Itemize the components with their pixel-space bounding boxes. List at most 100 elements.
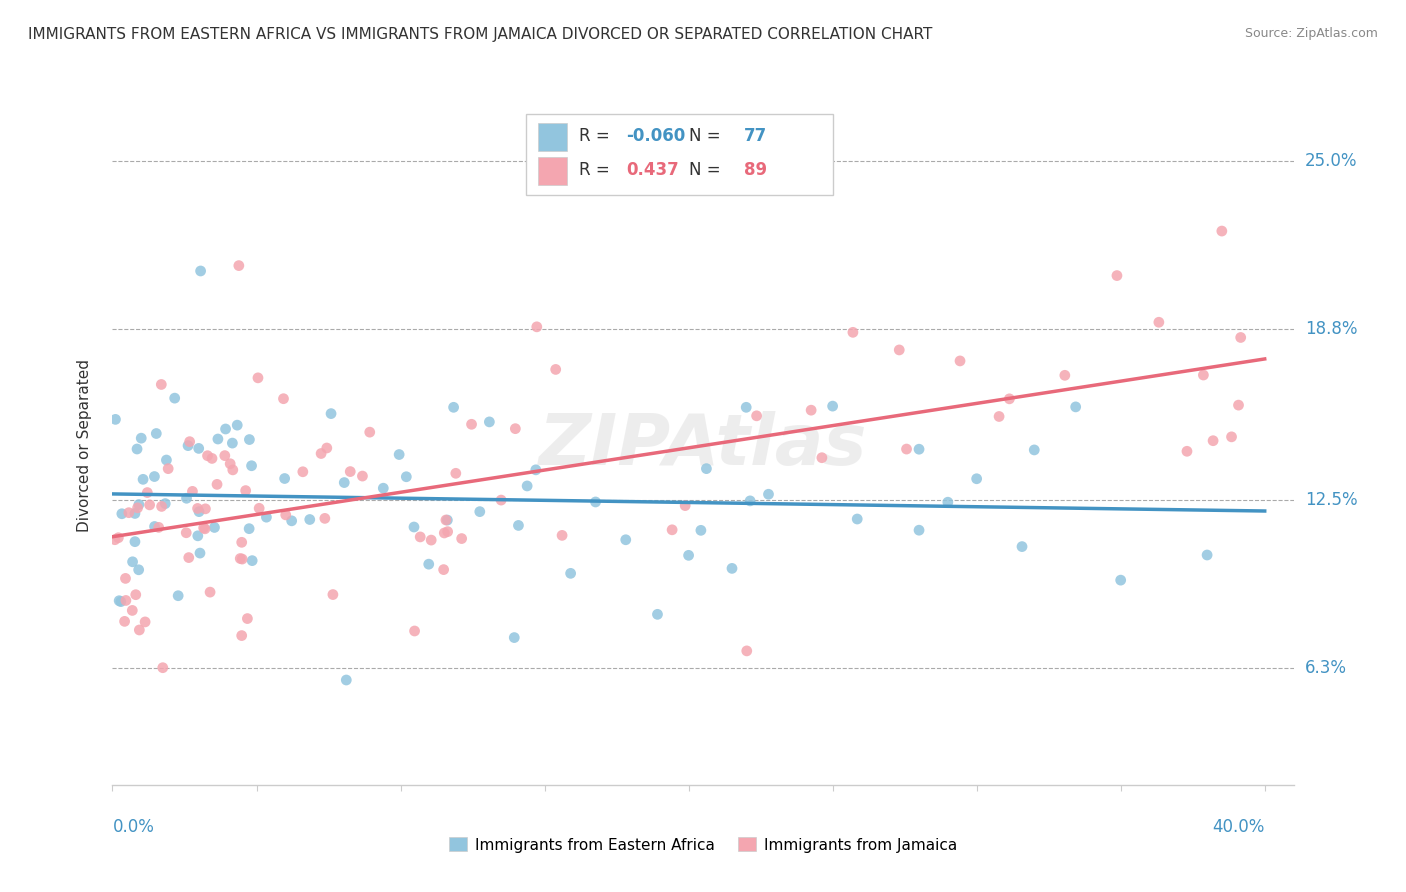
Point (1229, 330, 1251, 344)
Text: 18.8%: 18.8% (1305, 320, 1357, 338)
Point (157, 461, 180, 475)
Point (690, 524, 713, 538)
Point (468, 505, 491, 519)
Text: R =: R = (579, 161, 614, 179)
Point (949, 354, 972, 368)
Point (1011, 540, 1033, 554)
Point (1211, 224, 1233, 238)
Point (204, 520, 226, 534)
Point (222, 463, 245, 477)
Point (516, 479, 538, 493)
Point (198, 585, 221, 599)
Point (235, 483, 257, 498)
Legend: Immigrants from Eastern Africa, Immigrants from Jamaica: Immigrants from Eastern Africa, Immigran… (443, 831, 963, 859)
Point (226, 418, 249, 433)
Point (758, 487, 780, 501)
Point (150, 500, 173, 514)
Point (444, 467, 467, 481)
Point (908, 442, 931, 457)
Point (127, 500, 149, 515)
Point (228, 259, 250, 273)
Point (551, 528, 574, 542)
Text: 77: 77 (744, 128, 768, 145)
Point (936, 495, 959, 509)
Point (335, 673, 357, 687)
Point (194, 522, 217, 536)
Point (661, 523, 683, 537)
Point (118, 506, 141, 520)
Point (150, 377, 173, 392)
Text: 0.0%: 0.0% (112, 817, 155, 836)
Point (811, 450, 834, 465)
Point (229, 551, 252, 566)
Point (333, 475, 356, 490)
Point (115, 593, 138, 607)
Point (503, 631, 526, 645)
Point (889, 343, 911, 357)
Point (395, 469, 418, 483)
Point (193, 521, 215, 535)
Point (433, 526, 456, 541)
Point (128, 498, 150, 512)
Point (846, 512, 869, 526)
Point (238, 522, 260, 536)
Text: -0.060: -0.060 (626, 128, 686, 145)
Point (188, 546, 211, 560)
Point (125, 588, 148, 602)
Point (314, 511, 336, 525)
Point (544, 362, 567, 376)
Point (110, 594, 132, 608)
Point (177, 439, 200, 453)
Point (1202, 434, 1225, 448)
Point (155, 497, 177, 511)
Point (104, 412, 127, 426)
Point (197, 449, 219, 463)
Point (124, 507, 146, 521)
Point (214, 422, 236, 436)
Text: 6.3%: 6.3% (1305, 659, 1347, 677)
Point (526, 319, 548, 334)
Point (221, 436, 243, 450)
Point (298, 512, 321, 526)
Point (205, 477, 228, 491)
Point (236, 611, 259, 625)
Point (136, 485, 159, 500)
Point (673, 499, 696, 513)
Point (418, 557, 440, 571)
Point (1147, 315, 1170, 329)
Point (420, 533, 443, 547)
Point (373, 481, 395, 495)
Point (614, 533, 637, 547)
Point (800, 403, 823, 417)
Point (966, 472, 988, 486)
Point (145, 426, 167, 441)
Text: 40.0%: 40.0% (1212, 817, 1265, 836)
Point (138, 498, 160, 512)
Point (190, 264, 212, 278)
Point (194, 501, 217, 516)
Point (134, 615, 156, 629)
Point (896, 442, 918, 456)
Point (1175, 444, 1198, 458)
Point (187, 529, 209, 543)
Point (1105, 268, 1128, 283)
Point (319, 407, 342, 421)
Point (402, 520, 425, 534)
Point (254, 510, 277, 524)
Point (108, 593, 131, 607)
Point (508, 518, 530, 533)
Point (524, 463, 547, 477)
Point (111, 507, 134, 521)
Point (585, 495, 607, 509)
Point (1220, 430, 1243, 444)
Point (443, 401, 465, 415)
Point (231, 552, 253, 566)
Point (478, 415, 501, 429)
Point (240, 554, 263, 568)
Point (129, 431, 152, 445)
Point (359, 425, 381, 439)
Text: ZIPAtlas: ZIPAtlas (538, 411, 868, 481)
Point (721, 561, 744, 575)
Point (128, 563, 150, 577)
Point (163, 391, 186, 405)
